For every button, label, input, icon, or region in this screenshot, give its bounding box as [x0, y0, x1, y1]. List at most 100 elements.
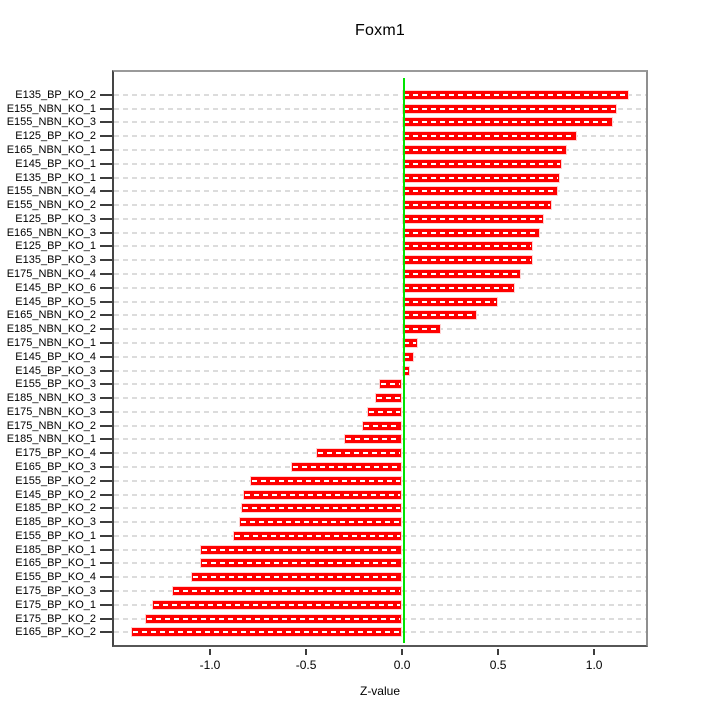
bar-row: [114, 488, 646, 502]
bar-stripe: [242, 507, 401, 510]
bar: [233, 531, 402, 540]
bar-stripe: [404, 245, 531, 248]
bar: [403, 214, 544, 223]
gridline: [114, 135, 646, 138]
category-label: E175_BP_KO_3: [15, 585, 96, 598]
category-label-row: E185_BP_KO_2: [0, 501, 112, 515]
bar: [403, 187, 557, 196]
category-label: E145_BP_KO_5: [15, 295, 96, 308]
bar-stripe: [234, 534, 401, 537]
bar-stripe: [404, 355, 412, 358]
bar-row: [114, 501, 646, 515]
y-tick: [100, 603, 112, 606]
category-label: E185_BP_KO_1: [15, 543, 96, 556]
y-tick: [100, 465, 112, 468]
bar: [132, 628, 402, 637]
bar-stripe: [369, 410, 401, 413]
y-tick: [100, 548, 112, 551]
bar: [201, 545, 402, 554]
category-label-row: E155_BP_KO_2: [0, 474, 112, 488]
category-label-row: E165_BP_KO_2: [0, 625, 112, 639]
bar-stripe: [404, 259, 531, 262]
bar-row: [114, 267, 646, 281]
bar-stripe: [404, 121, 612, 124]
bar-row: [114, 625, 646, 639]
category-label-row: E175_NBN_KO_2: [0, 419, 112, 433]
category-label: E135_BP_KO_1: [15, 171, 96, 184]
category-label-row: E125_BP_KO_3: [0, 212, 112, 226]
bar-row: [114, 543, 646, 557]
category-label-row: E145_BP_KO_2: [0, 488, 112, 502]
y-tick: [100, 204, 112, 207]
bar: [379, 380, 402, 389]
bar: [403, 242, 532, 251]
category-label: E165_NBN_KO_3: [6, 226, 96, 239]
bar-row: [114, 198, 646, 212]
y-tick: [100, 341, 112, 344]
bar-row: [114, 474, 646, 488]
bar-row: [114, 102, 646, 116]
x-tick-label: 1.0: [585, 658, 603, 672]
gridline: [114, 355, 646, 358]
bar: [403, 132, 576, 141]
y-tick: [100, 149, 112, 152]
category-label-row: E155_BP_KO_1: [0, 529, 112, 543]
category-label-row: E165_NBN_KO_3: [0, 226, 112, 240]
bar-row: [114, 226, 646, 240]
category-label: E155_NBN_KO_1: [6, 102, 96, 115]
gridline: [114, 369, 646, 372]
gridline: [114, 259, 646, 262]
category-label: E145_BP_KO_3: [15, 364, 96, 377]
bar-stripe: [404, 314, 476, 317]
y-tick: [100, 397, 112, 400]
bar: [403, 366, 409, 375]
bar-stripe: [404, 107, 616, 110]
bar-row: [114, 584, 646, 598]
y-tick: [100, 424, 112, 427]
category-label: E175_NBN_KO_2: [6, 419, 96, 432]
bar-row: [114, 171, 646, 185]
y-tick: [100, 259, 112, 262]
category-label-row: E155_BP_KO_4: [0, 570, 112, 584]
gridline: [114, 300, 646, 303]
category-label-row: E145_BP_KO_6: [0, 281, 112, 295]
bar-stripe: [202, 562, 401, 565]
bar: [403, 283, 515, 292]
category-label: E185_NBN_KO_1: [6, 433, 96, 446]
category-label: E165_BP_KO_2: [15, 626, 96, 639]
bar-row: [114, 570, 646, 584]
bar-stripe: [192, 576, 401, 579]
category-label: E155_BP_KO_2: [15, 474, 96, 487]
y-tick: [100, 452, 112, 455]
x-axis-title: Z-value: [359, 684, 400, 698]
y-tick: [100, 369, 112, 372]
bar: [403, 146, 567, 155]
y-tick: [100, 617, 112, 620]
y-tick: [100, 314, 112, 317]
x-tick: [305, 649, 308, 655]
bar-stripe: [244, 493, 401, 496]
y-tick: [100, 410, 112, 413]
category-label: E175_BP_KO_2: [15, 612, 96, 625]
bar-stripe: [404, 190, 556, 193]
bar-row: [114, 116, 646, 130]
y-tick: [100, 631, 112, 634]
bar-row: [114, 419, 646, 433]
category-label-row: E155_BP_KO_3: [0, 377, 112, 391]
bar-stripe: [252, 479, 401, 482]
category-label: E155_BP_KO_3: [15, 378, 96, 391]
bar-row: [114, 529, 646, 543]
bar: [403, 297, 498, 306]
bar-stripe: [404, 273, 520, 276]
bar-stripe: [404, 328, 439, 331]
bar-row: [114, 295, 646, 309]
y-tick: [100, 190, 112, 193]
bar: [291, 462, 402, 471]
bar-stripe: [240, 521, 401, 524]
y-tick: [100, 521, 112, 524]
y-tick: [100, 438, 112, 441]
category-label-row: E185_NBN_KO_2: [0, 322, 112, 336]
bar-stripe: [317, 452, 401, 455]
category-label-row: E155_NBN_KO_2: [0, 198, 112, 212]
category-label-row: E125_BP_KO_1: [0, 240, 112, 254]
